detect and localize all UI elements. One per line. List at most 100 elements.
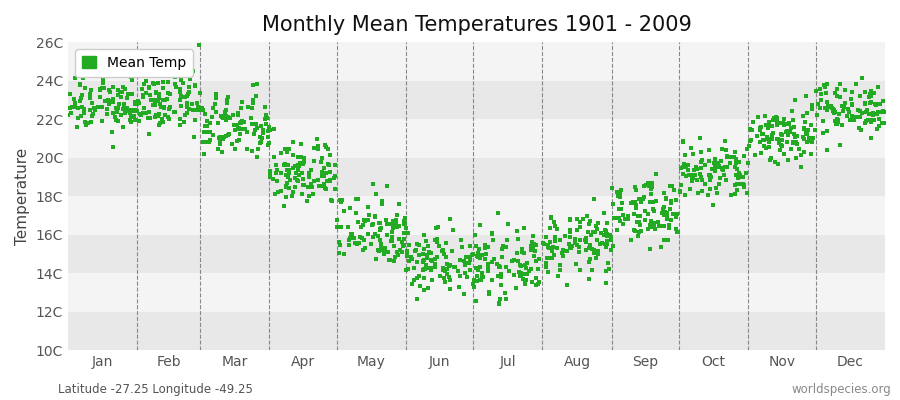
- Point: [796, 125, 811, 132]
- Point: [221, 94, 236, 100]
- Point: [220, 114, 235, 120]
- Point: [81, 119, 95, 126]
- Point: [634, 198, 649, 205]
- Point: [186, 68, 201, 74]
- Point: [710, 190, 724, 197]
- Point: [122, 91, 136, 98]
- Point: [230, 138, 244, 144]
- Point: [167, 109, 182, 115]
- Point: [225, 140, 239, 147]
- Point: [376, 251, 391, 257]
- Point: [77, 85, 92, 92]
- Point: [173, 86, 187, 93]
- Point: [693, 159, 707, 165]
- Point: [815, 130, 830, 136]
- Point: [504, 258, 518, 264]
- Point: [365, 234, 380, 240]
- Point: [703, 176, 717, 183]
- Point: [310, 136, 324, 142]
- Point: [718, 177, 733, 184]
- Point: [624, 200, 638, 206]
- Point: [219, 133, 233, 140]
- Point: [760, 144, 774, 151]
- Point: [123, 109, 138, 116]
- Point: [711, 163, 725, 169]
- Point: [426, 277, 440, 284]
- Point: [183, 76, 197, 82]
- Point: [824, 103, 838, 110]
- Point: [830, 93, 844, 100]
- Point: [437, 268, 452, 274]
- Point: [218, 108, 232, 115]
- Point: [466, 284, 481, 290]
- Point: [878, 120, 892, 126]
- Point: [322, 151, 337, 158]
- Point: [567, 240, 581, 246]
- Point: [393, 247, 408, 254]
- Point: [781, 132, 796, 138]
- Point: [740, 189, 754, 196]
- Point: [759, 122, 773, 128]
- Point: [111, 108, 125, 115]
- Point: [469, 242, 483, 249]
- Point: [649, 198, 663, 205]
- Point: [562, 244, 577, 251]
- Point: [288, 184, 302, 190]
- Point: [388, 219, 402, 226]
- Point: [663, 200, 678, 206]
- Point: [120, 95, 134, 102]
- Point: [579, 247, 593, 253]
- Point: [676, 138, 690, 144]
- Point: [715, 166, 729, 172]
- Point: [741, 160, 755, 166]
- Point: [384, 220, 399, 227]
- Point: [400, 266, 415, 273]
- Point: [643, 198, 657, 205]
- Point: [836, 108, 850, 114]
- Point: [452, 284, 466, 290]
- Point: [257, 104, 272, 110]
- Point: [514, 272, 528, 279]
- Point: [382, 257, 397, 263]
- Point: [269, 162, 284, 168]
- Point: [875, 109, 889, 116]
- Point: [124, 114, 139, 120]
- Point: [842, 109, 856, 115]
- Point: [600, 233, 615, 240]
- Point: [614, 186, 628, 193]
- Point: [519, 277, 534, 283]
- Point: [115, 88, 130, 95]
- Point: [351, 196, 365, 202]
- Point: [209, 91, 223, 97]
- Point: [61, 112, 76, 118]
- Point: [485, 230, 500, 237]
- Point: [70, 114, 85, 121]
- Point: [464, 252, 479, 258]
- Point: [324, 197, 338, 204]
- Point: [420, 243, 435, 249]
- Point: [327, 175, 341, 181]
- Point: [278, 146, 293, 152]
- Point: [412, 242, 427, 248]
- Point: [221, 131, 236, 137]
- Point: [121, 108, 135, 114]
- Point: [240, 128, 255, 135]
- Point: [331, 239, 346, 245]
- Bar: [68, 158, 885, 196]
- Point: [775, 142, 789, 149]
- Point: [756, 131, 770, 138]
- Point: [123, 106, 138, 113]
- Point: [112, 87, 126, 93]
- Point: [451, 268, 465, 274]
- Point: [260, 115, 274, 121]
- Point: [538, 260, 553, 266]
- Point: [345, 230, 359, 237]
- Point: [524, 266, 538, 272]
- Point: [230, 122, 244, 128]
- Point: [469, 298, 483, 304]
- Point: [182, 106, 196, 112]
- Point: [838, 87, 852, 94]
- Point: [819, 90, 833, 96]
- Point: [372, 248, 386, 254]
- Point: [563, 217, 578, 223]
